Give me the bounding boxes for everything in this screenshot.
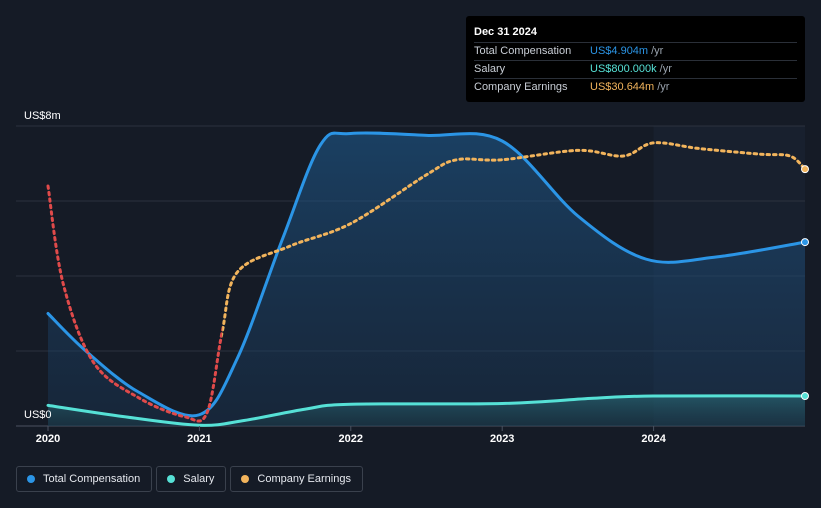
legend-label: Salary — [183, 473, 215, 485]
x-tick-label: 2023 — [490, 433, 514, 445]
legend-item-company-earnings[interactable]: Company Earnings — [230, 466, 363, 492]
legend-label: Total Compensation — [43, 473, 141, 485]
legend-dot-icon — [27, 475, 35, 483]
x-tick-label: 2022 — [339, 433, 363, 445]
legend-item-salary[interactable]: Salary — [156, 466, 227, 492]
legend-label: Company Earnings — [257, 473, 351, 485]
legend: Total Compensation Salary Company Earnin… — [16, 466, 363, 492]
x-axis: 2020 2021 2022 2023 2024 — [36, 426, 667, 445]
area-total-compensation — [48, 132, 805, 427]
series-areas — [48, 132, 805, 427]
area-salary — [48, 395, 805, 426]
tooltip-row-total-compensation: Total Compensation US$4.904m /yr — [474, 42, 797, 60]
tooltip-label: Total Compensation — [474, 45, 572, 57]
line-total-compensation — [46, 131, 807, 418]
series-end-markers — [801, 165, 809, 400]
tooltip-unit: /yr — [659, 63, 672, 75]
line-company-earnings-negative — [46, 184, 223, 423]
tooltip: Dec 31 2024 Total Compensation US$4.904m… — [466, 16, 805, 102]
series-lines — [46, 131, 807, 427]
legend-dot-icon — [167, 475, 176, 483]
legend-item-total-compensation[interactable]: Total Compensation — [16, 466, 153, 492]
tooltip-row-company-earnings: Company Earnings US$30.644m /yr — [474, 78, 797, 96]
legend-dot-icon — [241, 475, 250, 483]
end-marker-company-earnings — [801, 165, 809, 174]
tooltip-unit: /yr — [657, 81, 670, 93]
tooltip-row-salary: Salary US$800.000k /yr — [474, 60, 797, 78]
x-tick-label: 2021 — [187, 433, 211, 445]
tooltip-value: US$800.000k — [590, 63, 657, 75]
tooltip-label: Salary — [474, 63, 506, 75]
end-marker-total-compensation — [801, 238, 809, 247]
tooltip-unit: /yr — [651, 45, 664, 57]
line-salary — [46, 394, 807, 427]
x-tick-label: 2020 — [36, 433, 60, 445]
y-tick-label-top: US$8m — [24, 110, 61, 122]
y-tick-label-bottom: US$0 — [24, 409, 52, 421]
tooltip-label: Company Earnings — [474, 81, 568, 93]
line-company-earnings — [222, 141, 807, 341]
end-marker-salary — [801, 392, 809, 400]
tooltip-value: US$4.904m — [590, 45, 649, 57]
tooltip-value: US$30.644m — [590, 81, 655, 93]
x-tick-label: 2024 — [641, 433, 666, 445]
tooltip-date: Dec 31 2024 — [474, 26, 537, 38]
